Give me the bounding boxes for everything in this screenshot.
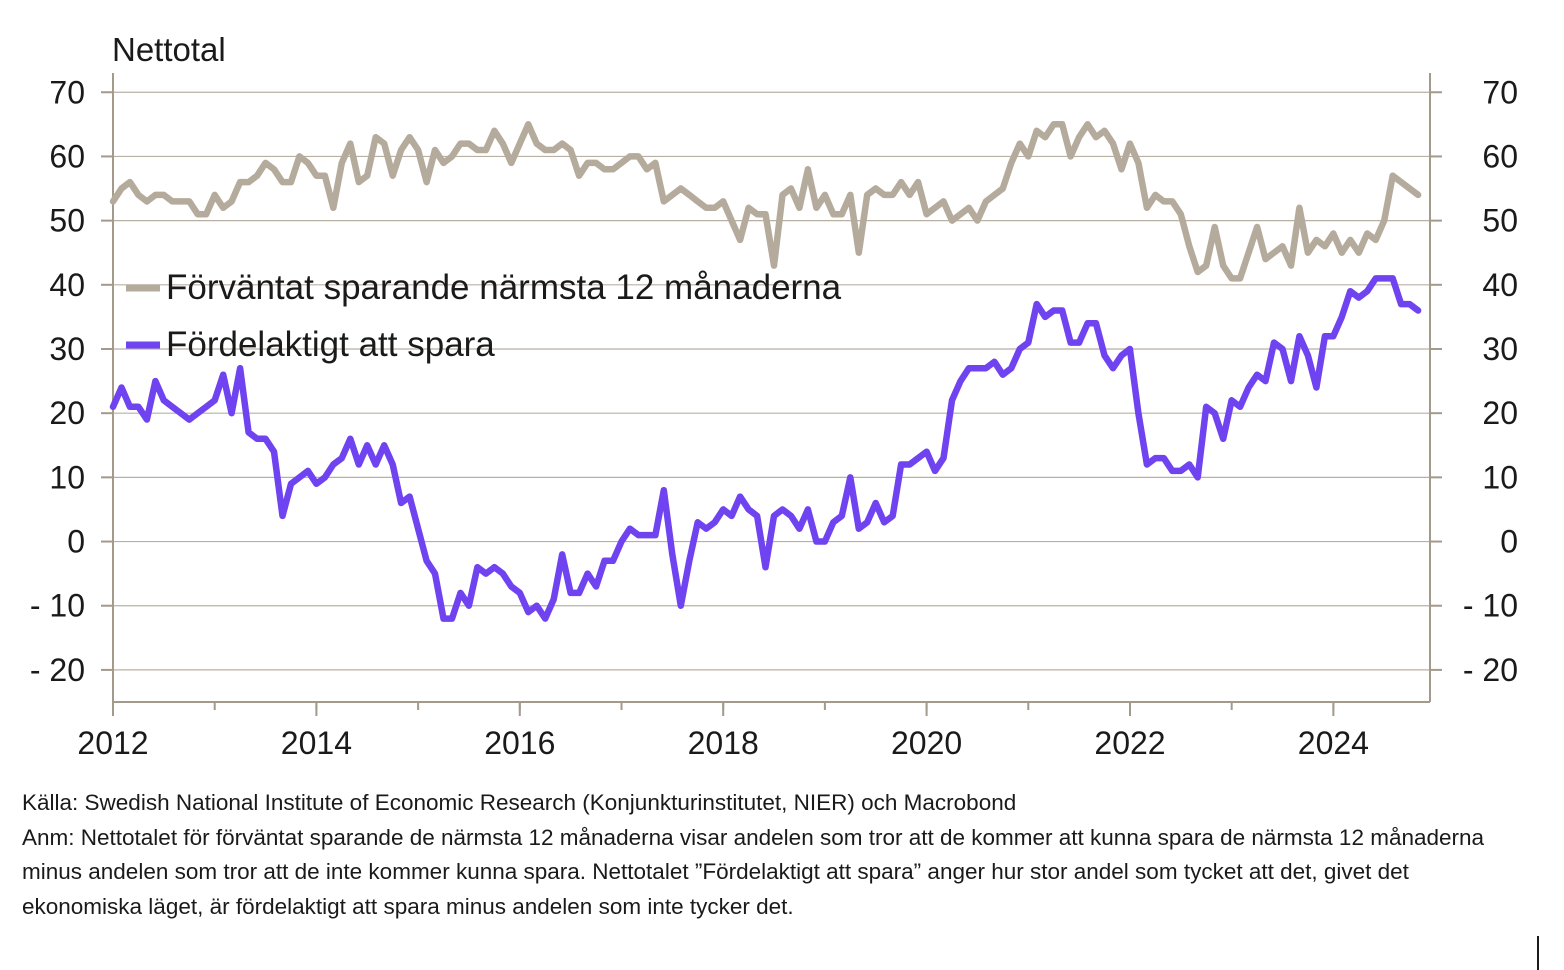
- y-tick-label-left: - 20: [30, 652, 85, 688]
- x-axis: 2012 2014 2016 2018 2020 2022 2024: [77, 725, 1369, 761]
- y-tick-label-left: - 10: [30, 588, 85, 624]
- y-tick-label-right: - 10: [1463, 588, 1518, 624]
- y-tick-label-right: 10: [1482, 459, 1518, 495]
- y-tick-label-right: - 20: [1463, 652, 1518, 688]
- x-tick-label: 2020: [891, 725, 962, 761]
- x-tick-label: 2014: [281, 725, 352, 761]
- note-text: Anm: Nettotalet för förväntat sparande d…: [22, 824, 1485, 919]
- source-text: Källa: Swedish National Institute of Eco…: [22, 790, 1017, 815]
- y-tick-label-right: 50: [1482, 203, 1518, 239]
- y-tick-label-right: 40: [1482, 267, 1518, 303]
- y-tick-label-left: 60: [49, 138, 85, 174]
- axes: [101, 73, 1442, 716]
- y-tick-label-left: 50: [49, 203, 85, 239]
- text-cursor-mark: [1537, 936, 1539, 970]
- y-tick-label-right: 20: [1482, 395, 1518, 431]
- y-tick-label-right: 30: [1482, 331, 1518, 367]
- legend-label-savings-expectation: Förväntat sparande närmsta 12 månaderna: [166, 268, 842, 307]
- y-tick-label-left: 10: [49, 459, 85, 495]
- series-layer: [109, 121, 1422, 622]
- line-chart: Nettotal 70 60 50 40 30 20 10 0 - 10 - 20 70 60 50 4…: [30, 31, 1518, 761]
- y-tick-label-left: 70: [49, 74, 85, 110]
- x-tick-label: 2016: [484, 725, 555, 761]
- y-tick-label-left: 0: [67, 524, 85, 560]
- x-tick-label: 2018: [688, 725, 759, 761]
- series-line-favorable-to-save: [109, 275, 1422, 622]
- legend: Förväntat sparande närmsta 12 månaderna …: [126, 268, 842, 364]
- y-axis-right: 70 60 50 40 30 20 10 0 - 10 - 20: [1463, 74, 1518, 688]
- x-tick-label: 2024: [1298, 725, 1369, 761]
- y-tick-label-right: 70: [1482, 74, 1518, 110]
- legend-label-favorable-to-save: Fördelaktigt att spara: [166, 325, 495, 364]
- y-axis-left: 70 60 50 40 30 20 10 0 - 10 - 20: [30, 74, 85, 688]
- y-tick-label-left: 40: [49, 267, 85, 303]
- x-tick-label: 2022: [1094, 725, 1165, 761]
- y-tick-label-right: 60: [1482, 138, 1518, 174]
- y-tick-label-left: 30: [49, 331, 85, 367]
- y-tick-label-left: 20: [49, 395, 85, 431]
- x-tick-label: 2012: [77, 725, 148, 761]
- chart-notes: Källa: Swedish National Institute of Eco…: [22, 786, 1522, 924]
- y-tick-label-right: 0: [1500, 524, 1518, 560]
- y-unit-label: Nettotal: [112, 31, 226, 68]
- grid-lines: [113, 91, 1430, 671]
- series-line-savings-expectation: [109, 121, 1422, 282]
